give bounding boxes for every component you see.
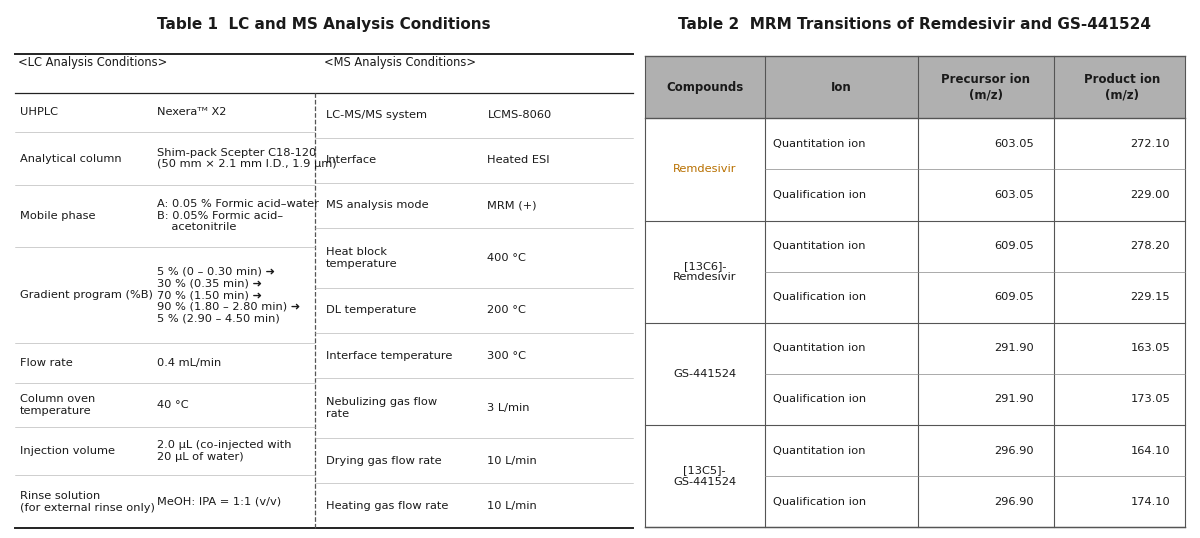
Text: DL temperature: DL temperature <box>326 306 416 315</box>
Text: Table 2  MRM Transitions of Remdesivir and GS-441524: Table 2 MRM Transitions of Remdesivir an… <box>678 17 1152 32</box>
Text: Heated ESI: Heated ESI <box>487 155 550 165</box>
Text: MRM (+): MRM (+) <box>487 200 536 210</box>
Bar <box>644 56 1186 118</box>
Text: Qualification ion: Qualification ion <box>773 190 866 200</box>
Text: 0.4 mL/min: 0.4 mL/min <box>157 358 221 368</box>
Text: Mobile phase: Mobile phase <box>20 211 96 221</box>
Text: 400 °C: 400 °C <box>487 253 527 263</box>
Text: [13C5]-
GS-441524: [13C5]- GS-441524 <box>673 465 737 487</box>
Text: 5 % (0 – 0.30 min) ➜
30 % (0.35 min) ➜
70 % (1.50 min) ➜
90 % (1.80 – 2.80 min) : 5 % (0 – 0.30 min) ➜ 30 % (0.35 min) ➜ 7… <box>157 267 300 323</box>
Text: 291.90: 291.90 <box>994 394 1033 405</box>
Text: Quantitation ion: Quantitation ion <box>773 139 865 149</box>
Text: Column oven
temperature: Column oven temperature <box>20 394 95 416</box>
Text: Ion: Ion <box>830 81 852 94</box>
Text: 200 °C: 200 °C <box>487 306 527 315</box>
Text: 164.10: 164.10 <box>1130 445 1170 456</box>
Text: Table 1  LC and MS Analysis Conditions: Table 1 LC and MS Analysis Conditions <box>157 17 491 32</box>
Text: Nexeraᵀᴹ X2: Nexeraᵀᴹ X2 <box>157 108 226 117</box>
Text: 40 °C: 40 °C <box>157 400 188 410</box>
Text: Compounds: Compounds <box>666 81 744 94</box>
Text: Nebulizing gas flow
rate: Nebulizing gas flow rate <box>326 397 437 419</box>
Text: Interface: Interface <box>326 155 377 165</box>
Text: Product ion
(m/z): Product ion (m/z) <box>1085 73 1160 102</box>
Text: Precursor ion
(m/z): Precursor ion (m/z) <box>942 73 1031 102</box>
Text: LCMS-8060: LCMS-8060 <box>487 110 552 120</box>
Text: GS-441524: GS-441524 <box>673 369 737 379</box>
Text: 603.05: 603.05 <box>994 190 1033 200</box>
Text: Quantitation ion: Quantitation ion <box>773 445 865 456</box>
Text: 291.90: 291.90 <box>994 343 1033 353</box>
Text: Qualification ion: Qualification ion <box>773 497 866 507</box>
Text: Heat block
temperature: Heat block temperature <box>326 247 397 268</box>
Text: 296.90: 296.90 <box>994 445 1033 456</box>
Text: Heating gas flow rate: Heating gas flow rate <box>326 501 449 511</box>
Text: Remdesivir: Remdesivir <box>673 165 737 174</box>
Text: <LC Analysis Conditions>: <LC Analysis Conditions> <box>18 56 168 69</box>
Text: 229.00: 229.00 <box>1130 190 1170 200</box>
Text: Qualification ion: Qualification ion <box>773 292 866 302</box>
Text: 609.05: 609.05 <box>994 292 1033 302</box>
Text: 174.10: 174.10 <box>1130 497 1170 507</box>
Text: 3 L/min: 3 L/min <box>487 403 530 413</box>
Text: 10 L/min: 10 L/min <box>487 456 538 466</box>
Text: Interface temperature: Interface temperature <box>326 350 452 360</box>
Text: Qualification ion: Qualification ion <box>773 394 866 405</box>
Text: 2.0 μL (co-injected with
20 μL of water): 2.0 μL (co-injected with 20 μL of water) <box>157 441 292 462</box>
Text: A: 0.05 % Formic acid–water
B: 0.05% Formic acid–
    acetonitrile: A: 0.05 % Formic acid–water B: 0.05% For… <box>157 199 319 232</box>
Text: 300 °C: 300 °C <box>487 350 527 360</box>
Text: Rinse solution
(for external rinse only): Rinse solution (for external rinse only) <box>20 491 155 513</box>
Text: UHPLC: UHPLC <box>20 108 58 117</box>
Text: 10 L/min: 10 L/min <box>487 501 538 511</box>
Text: 229.15: 229.15 <box>1130 292 1170 302</box>
Text: MeOH: IPA = 1:1 (v/v): MeOH: IPA = 1:1 (v/v) <box>157 497 281 507</box>
Text: 603.05: 603.05 <box>994 139 1033 149</box>
Text: Shim-pack Scepter C18-120
(50 mm × 2.1 mm I.D., 1.9 μm): Shim-pack Scepter C18-120 (50 mm × 2.1 m… <box>157 148 336 169</box>
Text: 278.20: 278.20 <box>1130 241 1170 251</box>
Text: 272.10: 272.10 <box>1130 139 1170 149</box>
Text: Flow rate: Flow rate <box>20 358 73 368</box>
Text: 163.05: 163.05 <box>1130 343 1170 353</box>
Text: <MS Analysis Conditions>: <MS Analysis Conditions> <box>324 56 476 69</box>
Text: Quantitation ion: Quantitation ion <box>773 241 865 251</box>
Text: Gradient program (%B): Gradient program (%B) <box>20 290 152 300</box>
Text: Injection volume: Injection volume <box>20 447 115 456</box>
Text: Drying gas flow rate: Drying gas flow rate <box>326 456 442 466</box>
Text: Quantitation ion: Quantitation ion <box>773 343 865 353</box>
Text: 173.05: 173.05 <box>1130 394 1170 405</box>
Text: [13C6]-
Remdesivir: [13C6]- Remdesivir <box>673 261 737 282</box>
Text: 609.05: 609.05 <box>994 241 1033 251</box>
Text: LC-MS/MS system: LC-MS/MS system <box>326 110 427 120</box>
Text: Analytical column: Analytical column <box>20 153 121 164</box>
Text: 296.90: 296.90 <box>994 497 1033 507</box>
Text: MS analysis mode: MS analysis mode <box>326 200 428 210</box>
